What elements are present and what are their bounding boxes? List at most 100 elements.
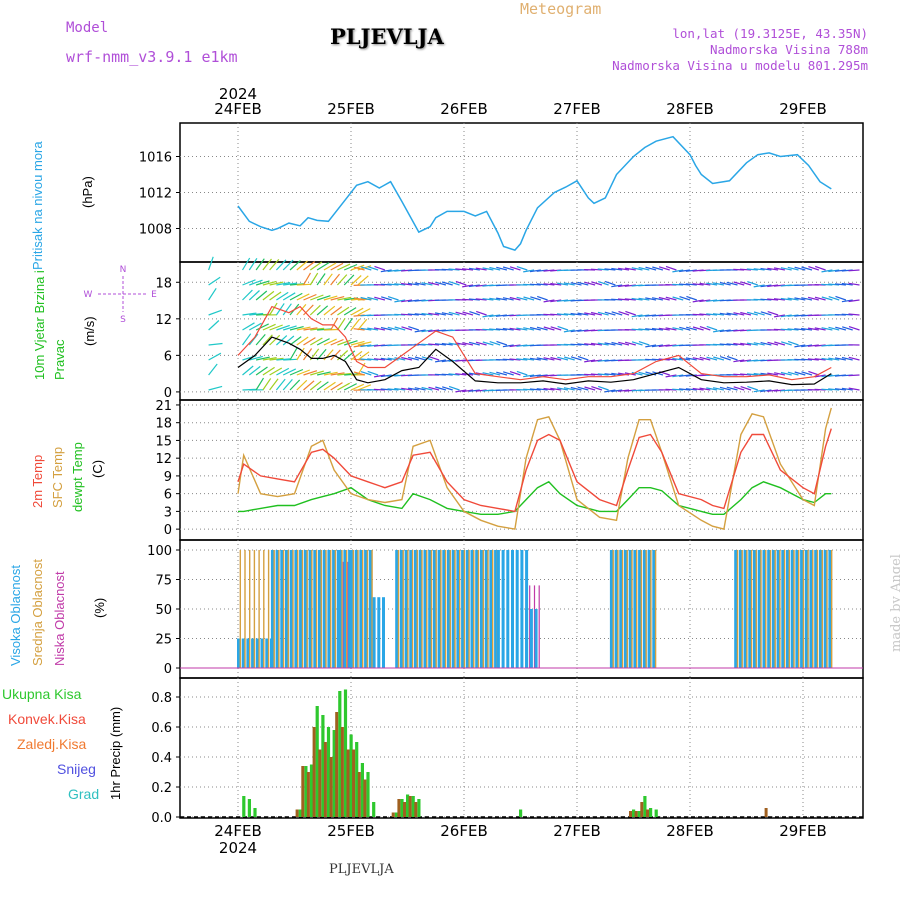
wind-arrow (309, 304, 321, 316)
wind-arrow (289, 292, 303, 301)
mid-cloud-bar (320, 550, 322, 668)
y-tick-label: 3 (164, 505, 172, 520)
wind-arrow (753, 342, 765, 346)
high-cloud-bar (804, 550, 808, 668)
high-cloud-bar (368, 550, 372, 668)
wind-arrow (337, 306, 350, 316)
total-precip-bar (372, 802, 376, 817)
wind-arrow (323, 273, 333, 286)
wind-arrow (570, 329, 582, 333)
wind-arrow (760, 267, 772, 271)
wind-arrow (468, 298, 480, 301)
mid-cloud-bar (755, 550, 757, 668)
wind-arrow (618, 341, 630, 346)
wind-arrow (296, 379, 308, 391)
wind-arrow (330, 273, 340, 286)
wind-arrow (401, 299, 413, 303)
pressure-line (237, 135, 832, 251)
wind-arrow (421, 282, 433, 286)
wind-arrow (434, 343, 446, 346)
wind-arrow (353, 266, 365, 271)
wind-arrow (455, 342, 467, 346)
y-tick-label: 50 (155, 603, 172, 618)
wind-arrow (760, 284, 772, 288)
wind-arrow (530, 296, 541, 301)
wind-arrow (316, 273, 326, 286)
wind-arrow (195, 300, 209, 301)
date-tick-label-bottom: 24FEB (214, 822, 261, 840)
wind-arrow (516, 370, 528, 376)
wind-arrow (208, 287, 217, 301)
wind-arrow (841, 356, 853, 361)
high-cloud-bar (336, 550, 340, 668)
wind-arrow (503, 371, 514, 376)
wind-arrow (276, 367, 290, 376)
total-precip-bar (637, 811, 641, 817)
wind-arrow (699, 313, 711, 316)
total-precip-bar (360, 763, 364, 817)
wind-arrow (604, 389, 616, 393)
wind-arrow (482, 341, 494, 346)
wind-arrow (638, 314, 650, 318)
wind-arrow (208, 352, 222, 361)
wind-arrow (787, 297, 799, 301)
wind-arrow (296, 347, 305, 361)
wind-arrow (222, 278, 234, 285)
wind-arrow (658, 344, 670, 348)
mid-cloud-bar (411, 550, 414, 668)
mid-cloud-bar (650, 550, 652, 668)
wind-arrow (502, 266, 514, 271)
wind-arrow (618, 267, 630, 271)
mid-cloud-bar (263, 550, 265, 668)
wind-arrow (489, 328, 501, 331)
wind-arrow (455, 280, 467, 286)
wind-arrow (604, 373, 616, 376)
mid-cloud-bar (454, 550, 456, 668)
wind-arrow (236, 258, 243, 270)
wind-arrow (482, 372, 494, 376)
wind-arrow (563, 282, 575, 286)
wind-arrow (570, 356, 582, 361)
wind-arrow (712, 387, 725, 391)
wind-arrow (665, 344, 677, 347)
high-cloud-bar (237, 638, 240, 668)
mid-cloud-bar (366, 550, 369, 668)
wind-arrow (584, 359, 596, 363)
wind-arrow (380, 283, 392, 286)
wind-arrow (550, 356, 562, 361)
wind-arrow (353, 297, 365, 301)
mid-cloud-bar (769, 550, 772, 668)
high-cloud-bar (753, 550, 756, 668)
mid-cloud-bar (736, 550, 739, 668)
high-cloud-bar (414, 550, 417, 668)
wind-arrow (455, 311, 467, 316)
mid-cloud-bar (346, 550, 348, 668)
wind-arrow (289, 379, 301, 391)
wind-arrow (686, 295, 697, 301)
wind-arrow (645, 328, 657, 331)
high-cloud-bar (270, 550, 274, 668)
mid-cloud-bar (746, 550, 748, 668)
high-cloud-bar (781, 550, 785, 668)
high-cloud-bar (451, 550, 455, 668)
mid-cloud-bar (315, 550, 318, 668)
wind-arrow (323, 338, 337, 346)
wind-arrow (195, 363, 203, 375)
wind-arrow (248, 290, 260, 301)
wind-arrow (330, 382, 343, 391)
wind-arrow (529, 326, 541, 331)
conv-precip-bar (391, 812, 395, 817)
wind-arrow (387, 296, 399, 301)
wind-arrow (543, 387, 555, 391)
wind-arrow (202, 353, 214, 360)
high-cloud-bar (496, 550, 500, 668)
wind-arrow (747, 385, 758, 391)
wind-arrow (679, 296, 691, 301)
high-cloud-bar (525, 609, 529, 668)
mid-cloud-bar (760, 550, 762, 668)
wind-arrow (188, 299, 202, 300)
high-cloud-bar (734, 550, 738, 668)
wind-arrow (584, 281, 596, 286)
high-cloud-bar (313, 550, 317, 668)
conv-precip-bar (363, 779, 367, 817)
